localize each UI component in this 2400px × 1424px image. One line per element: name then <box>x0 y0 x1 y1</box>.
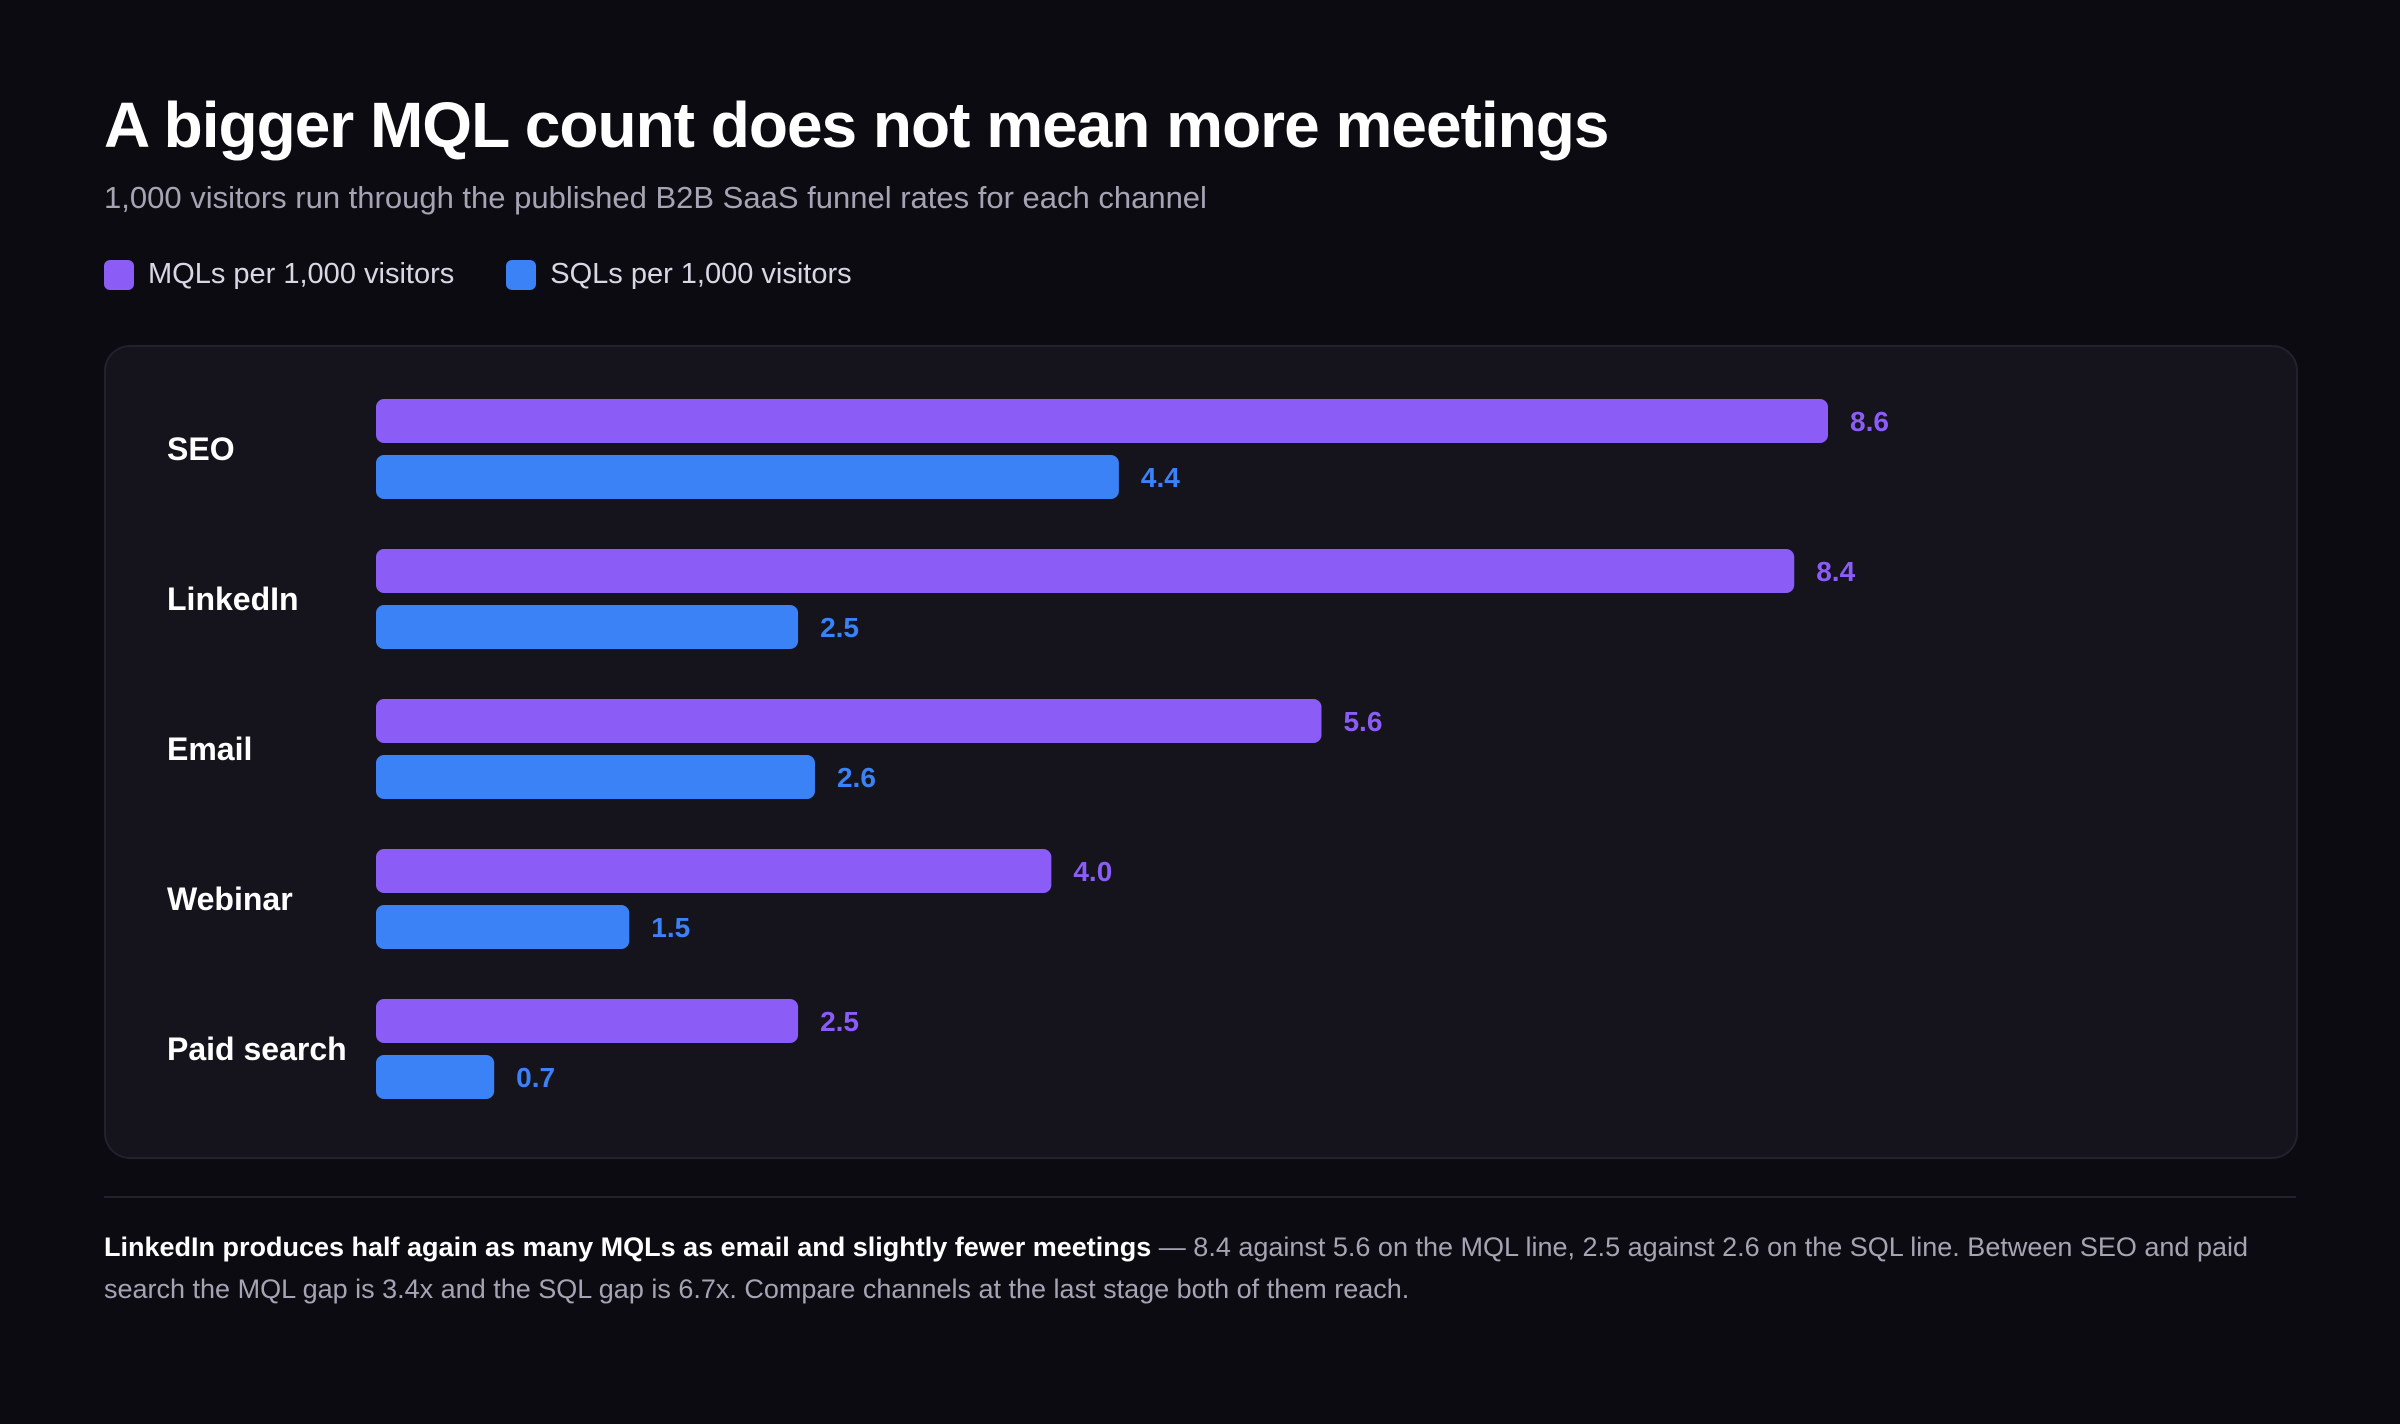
legend-label-mql: MQLs per 1,000 visitors <box>148 258 455 290</box>
category-label: SEO <box>167 431 235 467</box>
bar-mql <box>376 849 1052 893</box>
legend: MQLs per 1,000 visitors SQLs per 1,000 v… <box>104 258 852 291</box>
value-label-sql: 1.5 <box>651 912 690 943</box>
bar-sql <box>376 905 630 949</box>
footnote: LinkedIn produces half again as many MQL… <box>104 1226 2296 1310</box>
value-label-mql: 5.6 <box>1343 706 1382 737</box>
chart-title: A bigger MQL count does not mean more me… <box>104 89 1609 161</box>
value-label-mql: 8.4 <box>1816 556 1855 587</box>
footnote-bold: LinkedIn produces half again as many MQL… <box>104 1232 1152 1262</box>
footnote-text: — 8.4 against 5.6 on the MQL line, 2.5 a… <box>104 1232 2249 1304</box>
value-label-mql: 8.6 <box>1850 406 1889 437</box>
bar-sql <box>376 755 815 799</box>
bar-mql <box>376 549 1795 593</box>
legend-swatch-sql <box>506 259 537 290</box>
category-label: Email <box>167 731 252 767</box>
bar-sql <box>376 455 1119 499</box>
value-label-sql: 0.7 <box>516 1062 555 1093</box>
bar-mql <box>376 699 1322 743</box>
value-label-sql: 2.5 <box>820 612 859 643</box>
category-label: Webinar <box>167 881 293 917</box>
value-label-sql: 4.4 <box>1141 462 1180 493</box>
legend-item-sql: SQLs per 1,000 visitors <box>506 258 852 291</box>
bar-chart: SEO 8.6 4.4 LinkedIn 8.4 2.5 Email 5.6 2.6 Webina… <box>167 399 1889 1099</box>
value-label-mql: 2.5 <box>820 1006 859 1037</box>
divider <box>104 1196 2296 1198</box>
legend-label-sql: SQLs per 1,000 visitors <box>550 258 852 290</box>
bar-mql <box>376 999 799 1043</box>
bar-sql <box>376 1055 495 1099</box>
chart-panel: SEO 8.6 4.4 LinkedIn 8.4 2.5 Email 5.6 2.6 Webina… <box>104 345 2298 1159</box>
legend-item-mql: MQLs per 1,000 visitors <box>104 258 454 291</box>
value-label-mql: 4.0 <box>1073 856 1112 887</box>
legend-swatch-mql <box>104 259 134 290</box>
category-label: Paid search <box>167 1031 347 1067</box>
bar-mql <box>376 399 1828 443</box>
category-label: LinkedIn <box>167 581 299 617</box>
chart-subtitle: 1,000 visitors run through the published… <box>104 180 1207 215</box>
value-label-sql: 2.6 <box>837 762 876 793</box>
bar-sql <box>376 605 799 649</box>
